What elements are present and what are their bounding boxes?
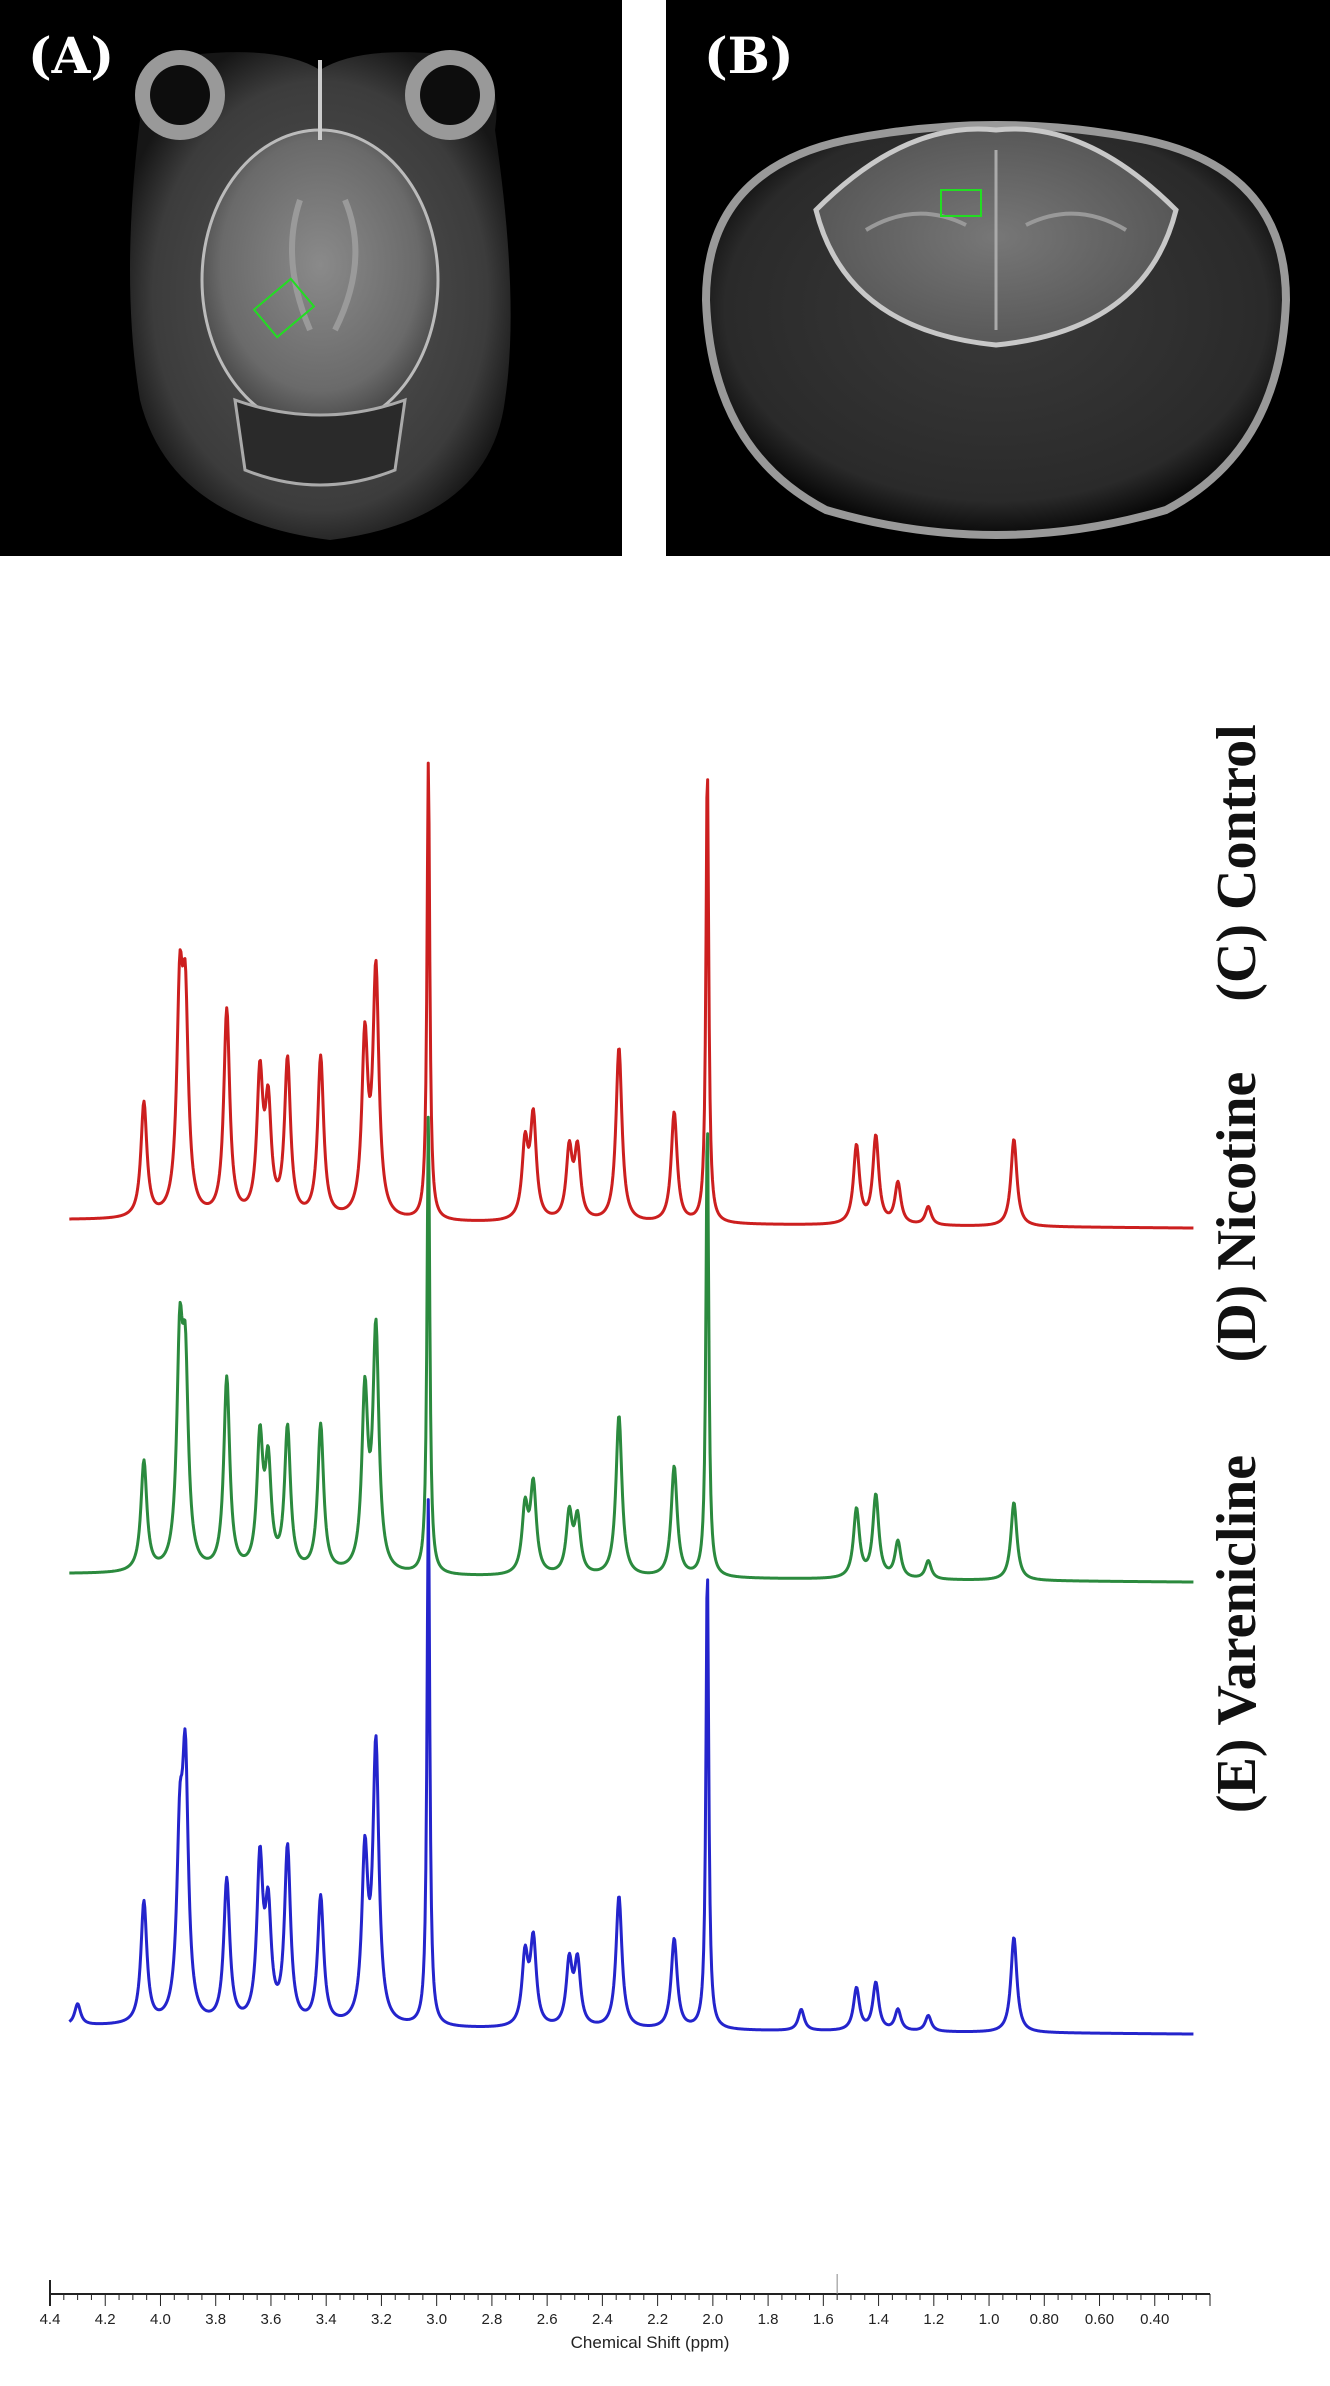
panel-a-label: (A)	[28, 26, 115, 85]
voxel-marker	[252, 277, 316, 339]
x-tick-label: 1.0	[979, 2311, 1000, 2328]
x-tick-label: 3.4	[316, 2311, 337, 2328]
x-tick-label: 0.60	[1085, 2311, 1114, 2328]
series-labels: (C) Control (D) Nicotine (E) Varenicline	[1206, 724, 1268, 1813]
spectrum-trace-2	[68, 1498, 1195, 2036]
spectra-traces	[68, 761, 1195, 2036]
x-tick-label: 3.8	[205, 2311, 226, 2328]
x-tick-label: 2.4	[592, 2311, 613, 2328]
panel-b-label: (B)	[704, 26, 794, 85]
series-label-1: (D) Nicotine	[1206, 1072, 1268, 1363]
mri-image-coronal	[130, 50, 511, 541]
x-tick-label: 4.0	[150, 2311, 171, 2328]
mri-panel-axial: (B)	[666, 0, 1330, 556]
x-axis-title: Chemical Shift (ppm)	[571, 2333, 730, 2352]
x-tick-label: 4.4	[40, 2311, 61, 2328]
x-tick-label: 1.4	[868, 2311, 889, 2328]
x-tick-label: 2.8	[481, 2311, 502, 2328]
x-tick-label: 3.2	[371, 2311, 392, 2328]
mri-panel-coronal: (A)	[0, 0, 622, 556]
x-tick-label: 3.0	[426, 2311, 447, 2328]
nmr-spectra-chart: (C) Control (D) Nicotine (E) Varenicline 4…	[40, 724, 1268, 2352]
x-tick-label: 2.2	[647, 2311, 668, 2328]
spectrum-trace-0	[68, 761, 1195, 1230]
x-axis: 4.4 4.2 4.0 3.8 3.6 3.4 3.2 3.0 2.8 2.6 2.4 2.2 2.0 1…	[40, 2274, 1211, 2328]
x-tick-label: 2.0	[702, 2311, 723, 2328]
x-tick-label: 2.6	[537, 2311, 558, 2328]
x-tick-label: 0.40	[1140, 2311, 1169, 2328]
x-tick-label: 0.80	[1030, 2311, 1059, 2328]
x-tick-label: 1.8	[758, 2311, 779, 2328]
voxel-marker	[940, 189, 982, 217]
x-tick-label: 1.6	[813, 2311, 834, 2328]
spectrum-trace-1	[68, 1115, 1195, 1584]
x-tick-label: 3.6	[261, 2311, 282, 2328]
x-tick-label: 1.2	[923, 2311, 944, 2328]
series-label-2: (E) Varenicline	[1206, 1455, 1268, 1813]
series-label-0: (C) Control	[1206, 724, 1268, 1001]
mri-image-axial	[701, 121, 1291, 539]
x-tick-label: 4.2	[95, 2311, 116, 2328]
